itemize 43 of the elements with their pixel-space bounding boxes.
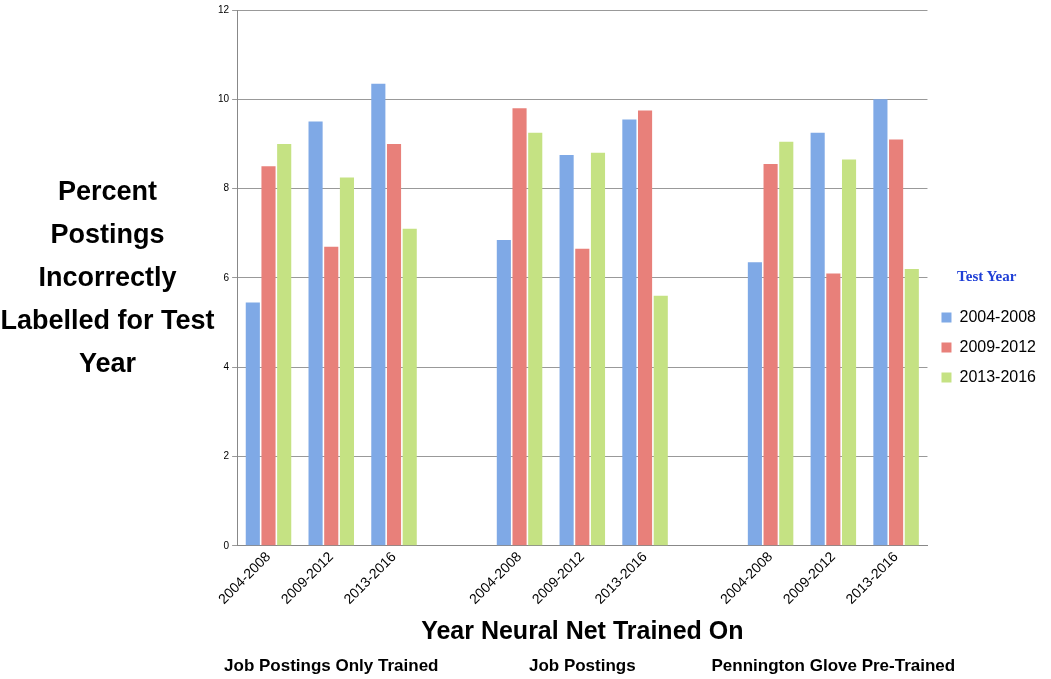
legend-label: 2009-2012 — [959, 337, 1037, 355]
y-tick-label: 4 — [223, 360, 230, 372]
y-tick-label: 10 — [218, 93, 230, 105]
legend-title: Test Year — [957, 267, 1017, 284]
bar — [622, 119, 637, 546]
bar — [873, 99, 888, 546]
bar — [810, 132, 825, 546]
text: Job Postings Only Trained — [224, 655, 439, 675]
bar — [261, 166, 276, 546]
y-tick-label: 12 — [218, 3, 230, 15]
y-tick-label: 8 — [223, 182, 230, 194]
bar — [496, 239, 511, 546]
text: Pennington Glove Pre-Trained — [711, 655, 956, 675]
bar — [575, 248, 590, 546]
text: Job Postings — [528, 655, 636, 675]
bar — [653, 295, 668, 546]
bar — [371, 83, 386, 546]
bar — [402, 228, 417, 546]
y-tick-label: 2 — [223, 450, 230, 462]
bar — [386, 143, 402, 546]
bar — [763, 164, 778, 546]
x-axis-title: Year Neural Net Trained On — [421, 615, 744, 644]
bar — [324, 246, 339, 546]
y-tick-label: 0 — [223, 539, 230, 551]
bar — [559, 155, 574, 546]
legend-label: 2013-2016 — [959, 367, 1037, 385]
bar — [339, 177, 355, 546]
bar — [590, 152, 606, 546]
bar — [512, 108, 527, 546]
bar — [277, 143, 292, 546]
bar — [889, 139, 904, 546]
legend-label: 2004-2008 — [959, 307, 1037, 325]
bar — [904, 268, 919, 546]
y-axis-title: Percent Postings Incorrectly Labelled for Test Year — [0, 175, 215, 380]
bar — [826, 273, 841, 546]
bar — [841, 159, 857, 546]
y-tick-label: 6 — [223, 271, 230, 283]
bar — [779, 141, 794, 546]
bar — [528, 132, 543, 546]
bar — [308, 121, 323, 546]
bar — [638, 110, 653, 546]
bar — [747, 262, 762, 546]
bar — [245, 302, 260, 546]
